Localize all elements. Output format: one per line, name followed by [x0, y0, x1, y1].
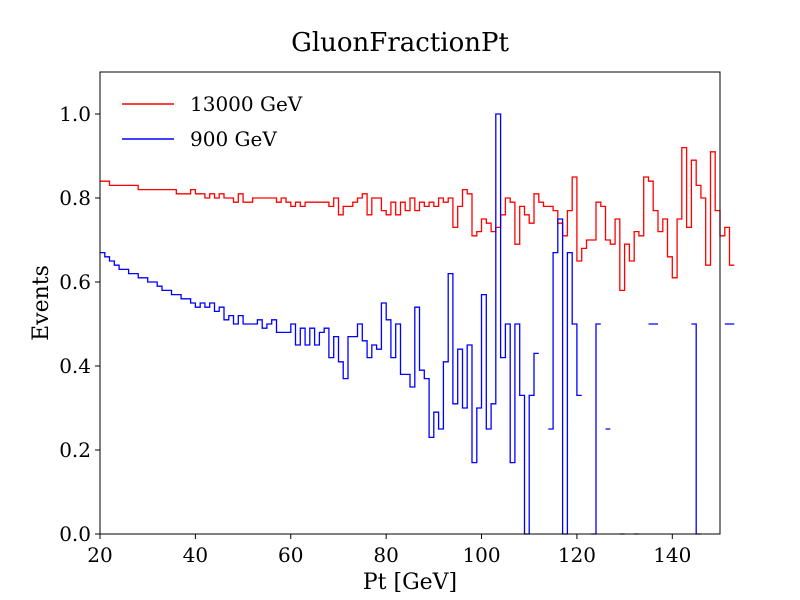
y-tick-label: 0.0: [59, 522, 91, 546]
y-tick-label: 1.0: [59, 102, 91, 126]
x-tick-label: 60: [278, 543, 303, 567]
legend: 13000 GeV 900 GeV: [122, 92, 303, 151]
y-tick-label: 0.2: [59, 438, 91, 462]
x-tick-label: 100: [462, 543, 500, 567]
y-axis-label: Events: [29, 265, 54, 341]
y-tick-label: 0.4: [59, 354, 91, 378]
series-line-0: [100, 146, 735, 292]
chart-title: GluonFractionPt: [291, 28, 509, 58]
series-layer: [100, 113, 735, 535]
x-tick-label: 40: [183, 543, 208, 567]
legend-label-13000: 13000 GeV: [190, 92, 303, 116]
x-tick-label: 120: [558, 543, 596, 567]
x-tick-label: 140: [653, 543, 691, 567]
plot-frame: [99, 71, 721, 535]
legend-label-900: 900 GeV: [190, 127, 277, 151]
y-tick-label: 0.8: [59, 186, 91, 210]
x-axis: 20 40 60 80 100 120 140: [87, 534, 691, 567]
x-axis-label: Pt [GeV]: [363, 570, 457, 595]
y-tick-label: 0.6: [59, 270, 91, 294]
y-axis: 0.0 0.2 0.4 0.6 0.8 1.0: [59, 102, 100, 546]
x-tick-label: 20: [87, 543, 112, 567]
series-line-1: [100, 113, 735, 535]
x-tick-label: 80: [373, 543, 398, 567]
